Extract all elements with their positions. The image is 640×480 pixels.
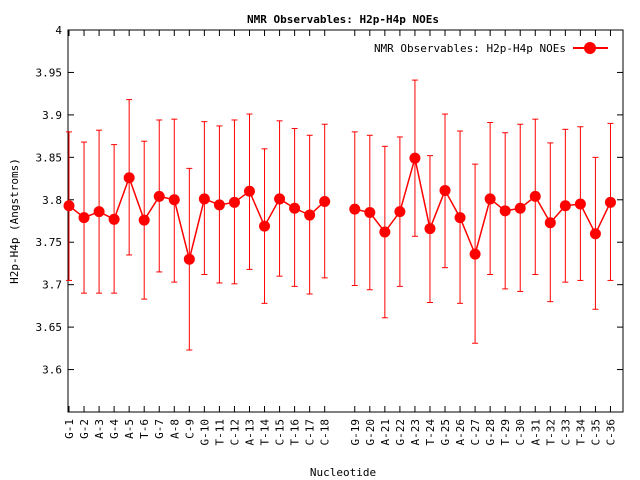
y-tick-label: 3.75 — [36, 236, 63, 249]
data-point — [364, 207, 376, 219]
x-tick-label: A-31 — [529, 419, 542, 446]
y-tick-label: 4 — [55, 24, 62, 37]
data-point — [138, 214, 150, 226]
x-tick-label: G-22 — [394, 419, 407, 446]
data-point — [454, 212, 466, 224]
x-tick-label: A-21 — [379, 419, 392, 446]
x-tick-label: G-25 — [439, 419, 452, 446]
x-tick-label: G-1 — [63, 419, 76, 439]
data-point — [484, 193, 496, 205]
data-point — [289, 202, 301, 214]
x-tick-label: C-35 — [589, 419, 602, 446]
series-points — [63, 152, 616, 265]
plot-frame — [67, 29, 624, 413]
data-point — [93, 206, 105, 218]
series-line — [68, 175, 326, 260]
data-point — [198, 193, 210, 205]
data-point — [574, 198, 586, 210]
data-point — [499, 205, 511, 217]
data-point — [153, 190, 165, 202]
data-point — [78, 212, 90, 224]
x-tick-label: C-36 — [604, 419, 617, 446]
data-point — [544, 217, 556, 229]
data-point — [228, 196, 240, 208]
y-tick-label: 3.85 — [36, 151, 63, 164]
x-tick-label: C-18 — [319, 419, 332, 446]
y-tick-label: 3.6 — [42, 364, 62, 377]
data-point — [213, 199, 225, 211]
data-point — [168, 194, 180, 206]
data-point — [604, 196, 616, 208]
data-point — [514, 202, 526, 214]
x-tick-label: T-6 — [138, 419, 151, 439]
x-tick-label: T-34 — [574, 419, 587, 446]
data-point — [439, 184, 451, 196]
data-point — [274, 193, 286, 205]
data-point — [63, 200, 75, 212]
data-point — [379, 226, 391, 238]
data-point — [589, 228, 601, 240]
series-lines — [68, 157, 612, 260]
data-point — [123, 172, 135, 184]
data-point — [529, 190, 541, 202]
x-tick-label: T-24 — [424, 419, 437, 446]
x-tick-label: T-16 — [289, 419, 302, 446]
y-tick-label: 3.8 — [42, 194, 62, 207]
x-tick-label: G-20 — [364, 419, 377, 446]
legend-label: NMR Observables: H2p-H4p NOEs — [374, 42, 566, 55]
y-tick-label: 3.7 — [42, 279, 62, 292]
data-point — [349, 203, 361, 215]
x-tick-label: C-30 — [514, 419, 527, 446]
x-axis: G-1 G-2 A-3 G-4 A-5 T-6 G-7 A-8 C-9 G-10 T-11 C-12 A… — [63, 30, 617, 446]
x-tick-label: A-23 — [409, 419, 422, 446]
data-point — [424, 223, 436, 235]
x-tick-label: G-4 — [108, 419, 121, 439]
y-axis: 3.6 3.65 3.7 3.75 3.8 3.85 3.9 3.95 4 — [36, 24, 623, 377]
data-point — [469, 248, 481, 260]
legend: NMR Observables: H2p-H4p NOEs — [374, 42, 608, 55]
x-tick-label: G-19 — [349, 419, 362, 446]
data-point — [409, 152, 421, 164]
x-tick-label: T-32 — [544, 419, 557, 446]
x-tick-label: A-3 — [93, 419, 106, 439]
series-line — [354, 157, 612, 257]
data-point — [559, 200, 571, 212]
y-tick-label: 3.65 — [36, 321, 63, 334]
y-tick-label: 3.95 — [36, 66, 63, 79]
data-point — [259, 220, 271, 232]
data-point — [183, 253, 195, 265]
x-tick-label: T-14 — [259, 419, 272, 446]
x-tick-label: G-2 — [78, 419, 91, 439]
x-tick-label: C-27 — [469, 419, 482, 446]
x-axis-label: Nucleotide — [310, 466, 376, 479]
x-tick-label: C-9 — [183, 419, 196, 439]
legend-point-sample — [584, 42, 596, 54]
x-tick-label: A-8 — [168, 419, 181, 439]
x-tick-label: C-33 — [559, 419, 572, 446]
x-tick-label: G-28 — [484, 419, 497, 446]
y-axis-label: H2p-H4p (Angstroms) — [8, 158, 21, 284]
x-tick-label: G-10 — [198, 419, 211, 446]
data-point — [243, 185, 255, 197]
x-tick-label: T-11 — [213, 419, 226, 446]
y-tick-label: 3.9 — [42, 109, 62, 122]
x-tick-label: C-17 — [304, 419, 317, 446]
x-tick-label: A-13 — [243, 419, 256, 446]
x-tick-label: C-12 — [228, 419, 241, 446]
data-point — [394, 206, 406, 218]
x-tick-label: T-29 — [499, 419, 512, 446]
x-tick-label: A-26 — [454, 419, 467, 446]
x-tick-label: G-7 — [153, 419, 166, 439]
data-point — [108, 213, 120, 225]
x-tick-label: A-5 — [123, 419, 136, 439]
chart-title: NMR Observables: H2p-H4p NOEs — [247, 13, 439, 26]
data-point — [319, 195, 331, 207]
x-tick-label: C-15 — [274, 419, 287, 446]
data-point — [304, 209, 316, 221]
